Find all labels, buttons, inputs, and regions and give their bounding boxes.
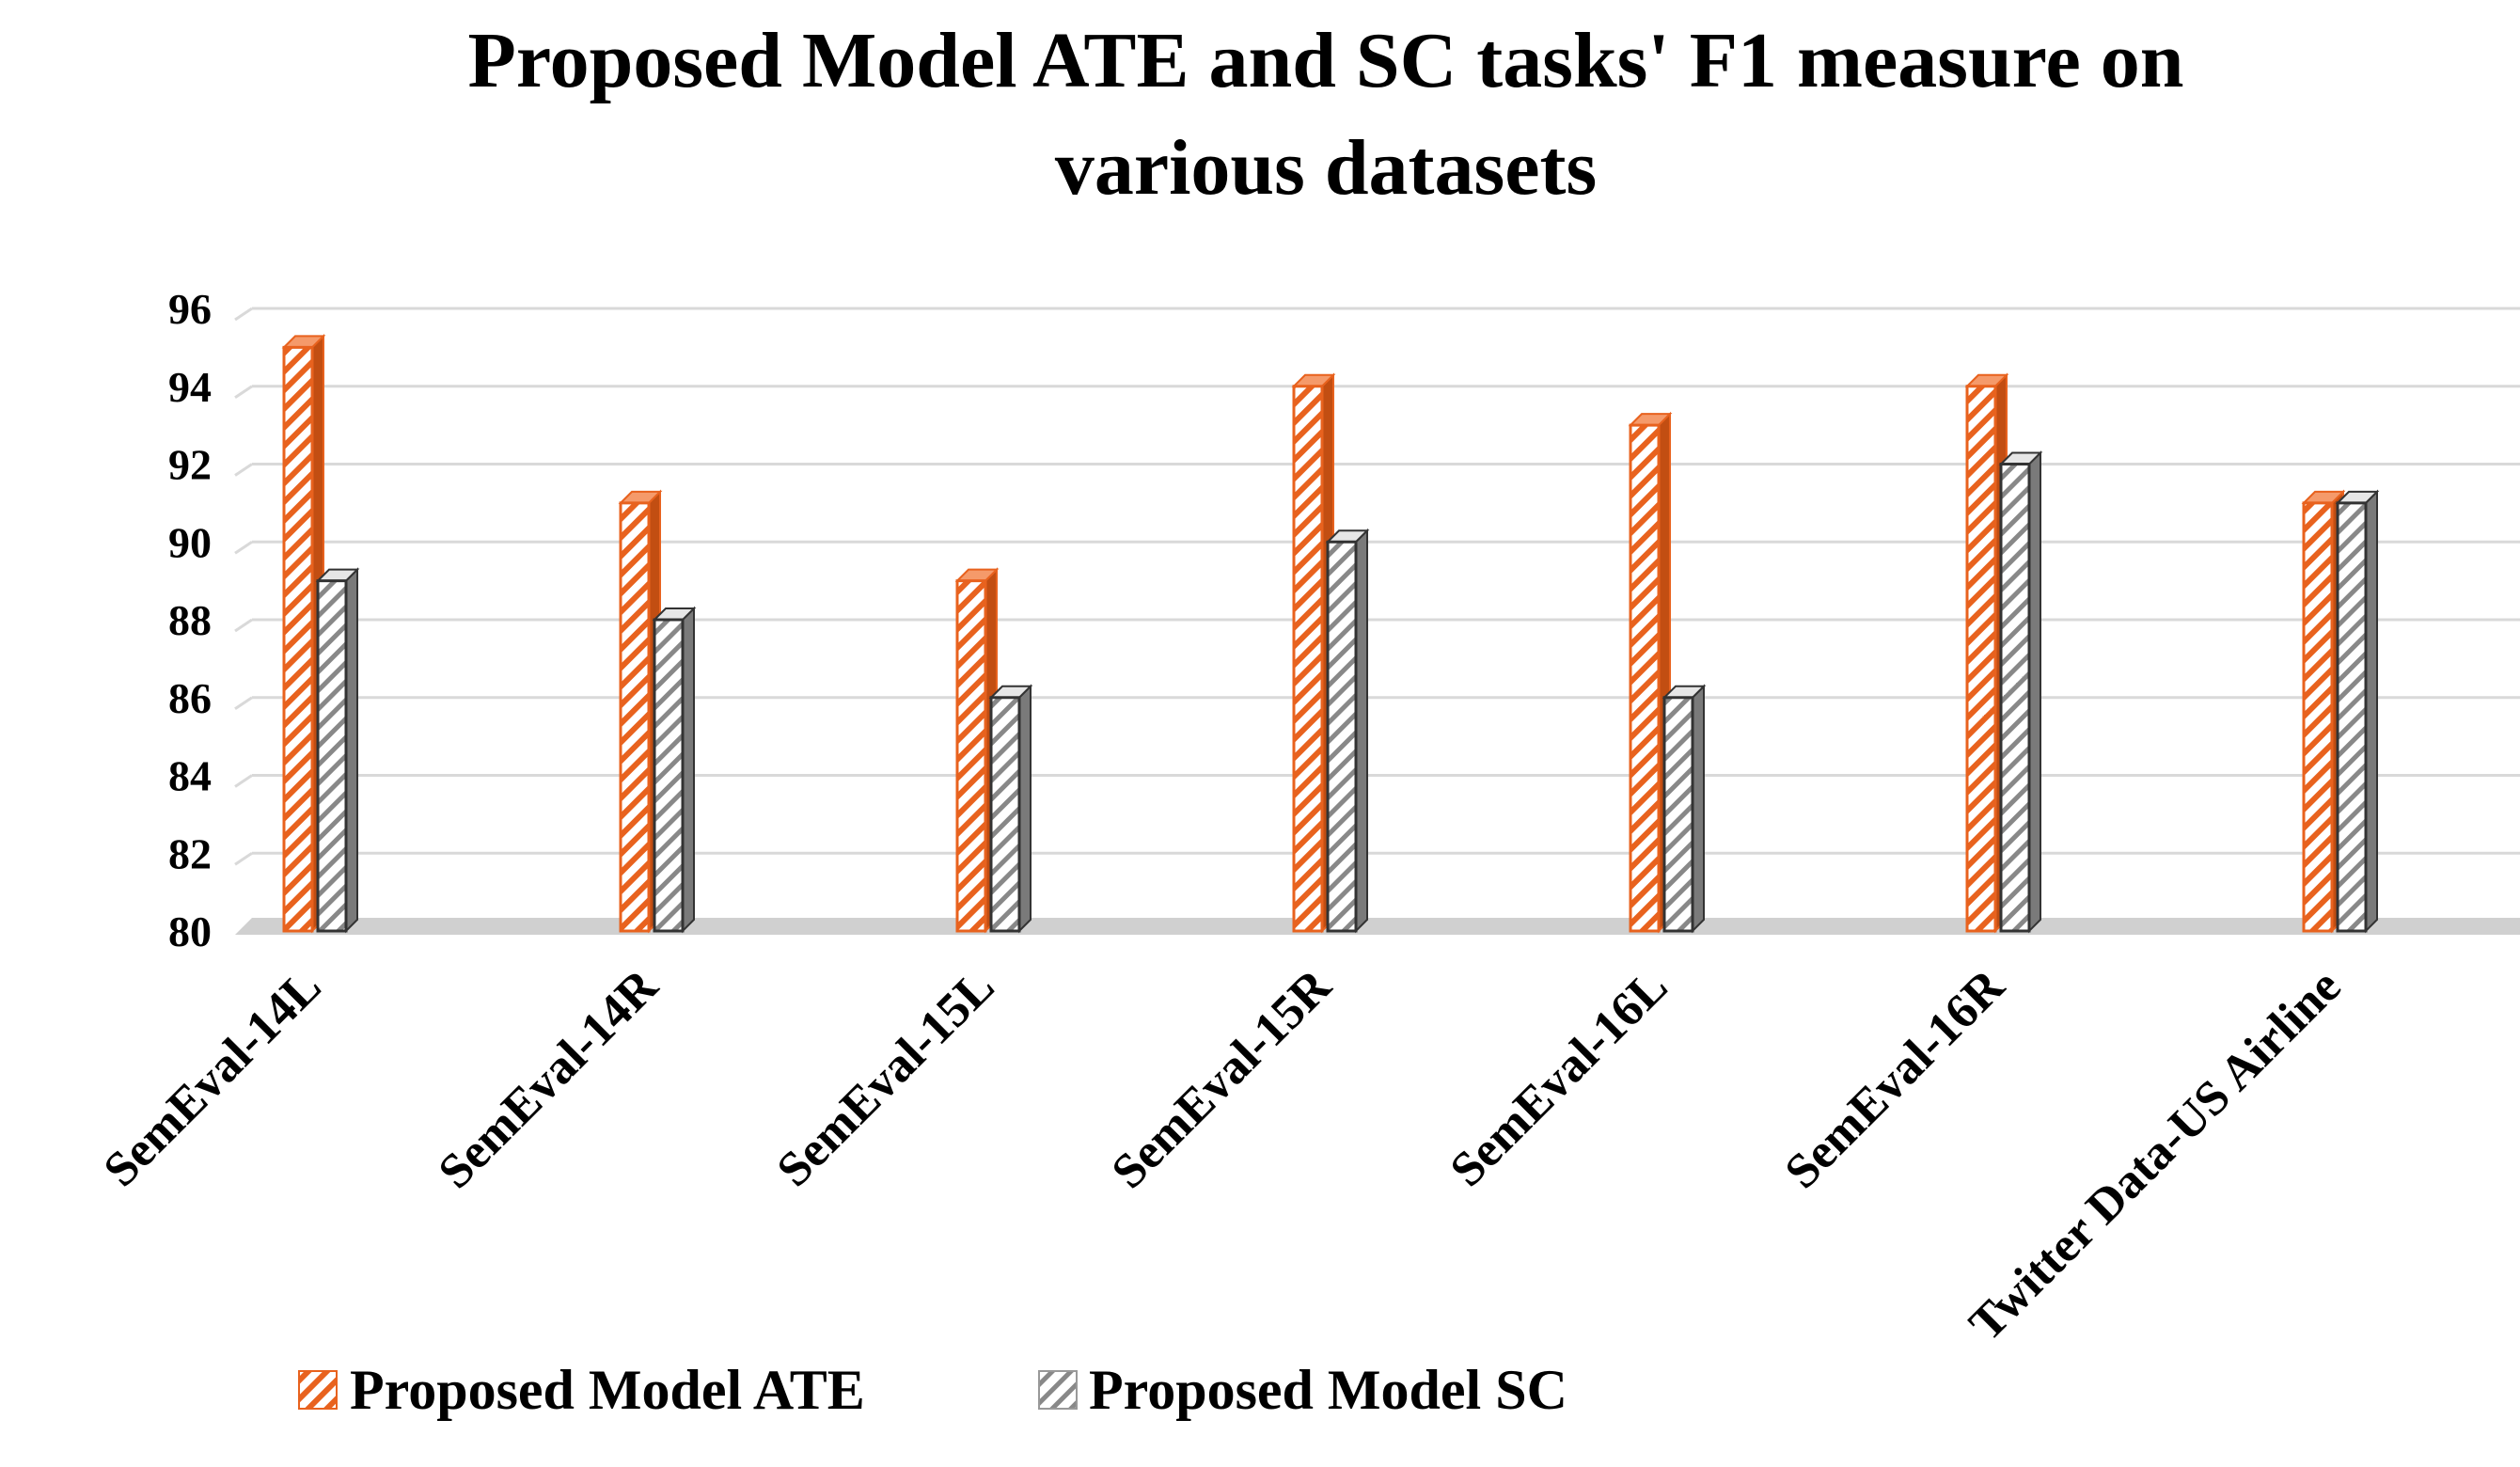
gridline-slant	[234, 852, 253, 866]
y-tick-label: 86	[168, 674, 212, 722]
x-tick-label: Twitter Data-US Airline	[1960, 959, 2352, 1351]
bar-sc-2	[988, 684, 1033, 934]
bar-sc-5	[1998, 450, 2043, 934]
bar-ate-2	[954, 567, 1000, 934]
y-tick-label: 80	[168, 907, 212, 955]
bar-ate-front	[619, 501, 651, 933]
gridline-slant	[234, 774, 253, 788]
x-tick-label: SemEval-16L	[1441, 959, 1678, 1197]
y-tick-label: 84	[168, 752, 212, 800]
y-tick-label: 96	[168, 285, 212, 333]
x-tick-label: SemEval-15L	[767, 959, 1005, 1197]
chart-title-line-2: various datasets	[1055, 124, 1597, 212]
x-tick-label: SemEval-14R	[429, 958, 669, 1199]
x-tick-label: SemEval-15R	[1102, 958, 1343, 1199]
y-tick-label: 82	[168, 829, 212, 877]
gridline-slant	[234, 307, 253, 322]
bar-sc-front	[989, 696, 1021, 933]
gridline-slant	[234, 541, 253, 555]
legend-label-sc: Proposed Model SC	[1089, 1359, 1567, 1421]
y-tick-label: 88	[168, 596, 212, 644]
legend: Proposed Model ATE Proposed Model SC	[298, 1359, 1567, 1421]
bar-sc-front	[2336, 501, 2368, 933]
bar-sc-side	[1692, 684, 1705, 934]
bar-sc-side	[345, 567, 358, 934]
floor-plane	[235, 918, 2520, 935]
bar-sc-side	[2028, 450, 2041, 934]
bar-sc-6	[2335, 489, 2380, 934]
gridline-slant	[234, 385, 253, 399]
bar-sc-4	[1662, 684, 1707, 934]
bar-ate-front	[1292, 385, 1324, 933]
bar-ate-4	[1628, 411, 1673, 934]
bar-sc-1	[652, 606, 697, 934]
bar-sc-front	[653, 618, 685, 933]
x-tick-label: SemEval-14L	[94, 959, 332, 1197]
y-tick-label: 90	[168, 518, 212, 566]
gridline-slant	[234, 618, 253, 633]
bar-sc-front	[316, 579, 348, 933]
bars	[281, 333, 2380, 934]
chart-title: Proposed Model ATE and SC tasks' F1 meas…	[468, 17, 2184, 212]
chart-floor	[235, 918, 2520, 935]
y-tick-label: 94	[168, 363, 212, 411]
bar-ate-front	[1965, 385, 1997, 933]
bar-sc-front	[1999, 463, 2031, 933]
bar-sc-side	[682, 606, 695, 934]
legend-swatch-ate	[298, 1370, 338, 1410]
legend-swatch-sc	[1038, 1370, 1078, 1410]
x-axis-labels: SemEval-14L SemEval-14R SemEval-15L SemEval…	[94, 958, 2352, 1351]
legend-label-ate: Proposed Model ATE	[350, 1359, 865, 1421]
bar-sc-front	[1326, 540, 1358, 933]
bar-sc-side	[2365, 489, 2378, 934]
bar-sc-0	[315, 567, 360, 934]
x-tick-label: SemEval-16R	[1775, 958, 2016, 1199]
bar-ate-front	[282, 345, 314, 933]
bar-ate-front	[1629, 423, 1661, 933]
y-axis-ticks: 96 94 92 90 88 86 84 82 80	[168, 285, 212, 955]
bar-sc-side	[1355, 528, 1368, 934]
gridline-slant	[234, 696, 253, 710]
bar-sc-side	[1018, 684, 1032, 934]
gridlines	[234, 307, 2520, 866]
y-tick-label: 92	[168, 441, 212, 489]
bar-sc-3	[1325, 528, 1370, 934]
bar-ate-front	[955, 579, 987, 933]
gridline-slant	[234, 463, 253, 477]
bar-ate-front	[2302, 501, 2334, 933]
chart-title-line-1: Proposed Model ATE and SC tasks' F1 meas…	[468, 17, 2184, 104]
bar-sc-front	[1662, 696, 1694, 933]
